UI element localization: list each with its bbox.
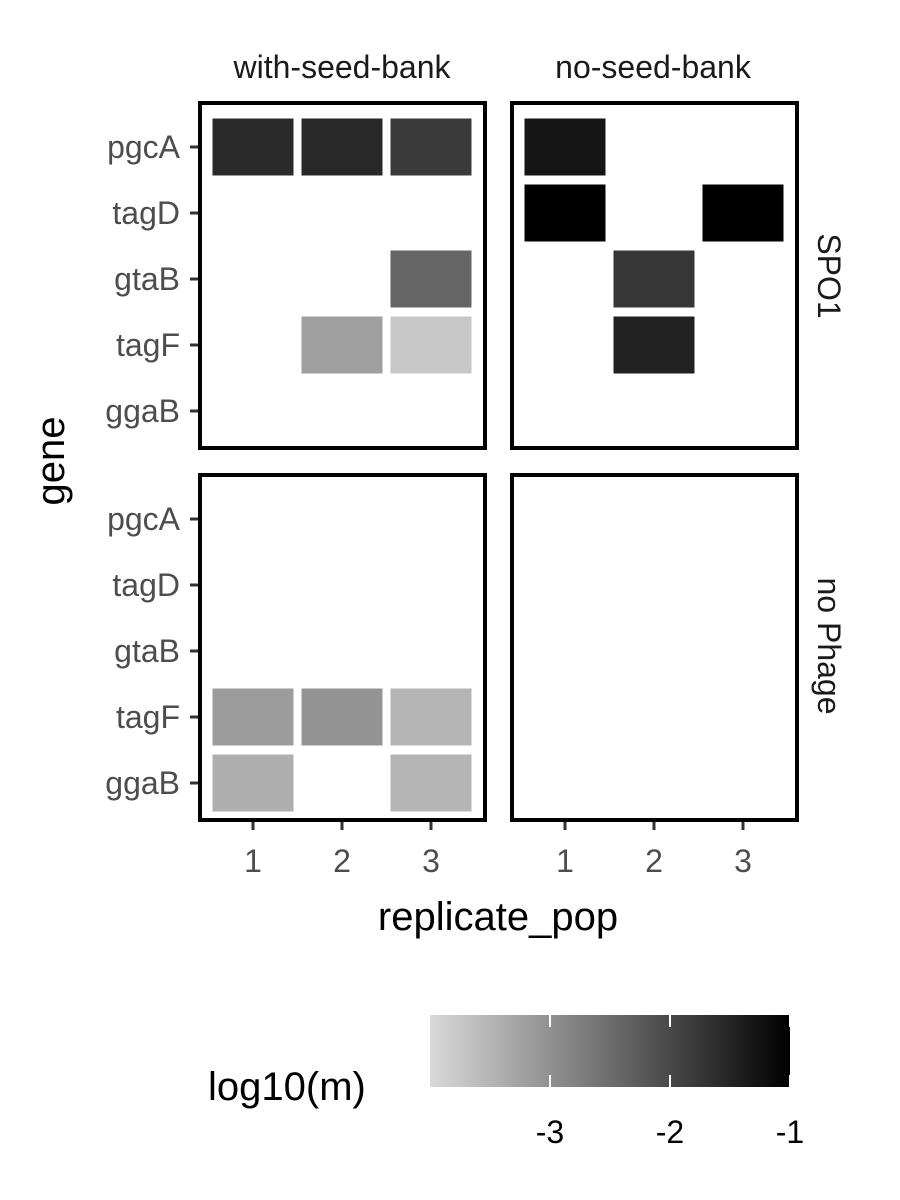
heatmap-cell-ggab-rep1 — [212, 754, 294, 812]
heatmap-cell-tagf-rep3 — [390, 316, 472, 374]
y-tick-label-gtab: gtaB — [114, 633, 180, 669]
panel-border — [198, 473, 487, 822]
y-tick-label-ggab: ggaB — [105, 393, 180, 429]
x-tick-label-with-seed-bank-3: 3 — [422, 843, 440, 879]
heatmap-cell-tagd-rep1 — [524, 184, 606, 242]
heatmap-cell-tagf-rep1 — [212, 688, 294, 746]
panel-with-seed-bank-no-phage — [198, 473, 487, 822]
legend: log10(m) -3 -2 -1 — [208, 1015, 804, 1150]
heatmap-cell-gtab-rep2 — [613, 250, 695, 308]
heatmap-cell-tagf-rep2 — [301, 688, 383, 746]
legend-tick-label: -3 — [536, 1114, 564, 1150]
y-tick-label-pgca: pgcA — [107, 501, 181, 537]
panel-border — [510, 101, 799, 450]
heatmap-cell-tagd-rep3 — [702, 184, 784, 242]
x-tick-label-with-seed-bank-2: 2 — [333, 843, 351, 879]
heatmap-cell-pgca-rep1 — [524, 118, 606, 176]
heatmap-cell-tagf-rep2 — [301, 316, 383, 374]
heatmap-cell-gtab-rep3 — [390, 250, 472, 308]
panel-no-seed-bank-no-phage — [510, 473, 799, 822]
panel-border — [510, 473, 799, 822]
heatmap-cell-tagf-rep3 — [390, 688, 472, 746]
legend-tick-label: -1 — [776, 1114, 804, 1150]
x-axis-title: replicate_pop — [378, 895, 618, 939]
heatmap-cell-pgca-rep3 — [390, 118, 472, 176]
heatmap-cell-pgca-rep2 — [301, 118, 383, 176]
panels-layer: pgcA tagD gtaB tagF ggaB pgcA tagD gtaB tagF ggaB… — [105, 101, 799, 879]
heatmap-cell-pgca-rep1 — [212, 118, 294, 176]
y-tick-label-tagf: tagF — [116, 699, 180, 735]
y-tick-label-gtab: gtaB — [114, 261, 180, 297]
y-tick-label-ggab: ggaB — [105, 765, 180, 801]
y-tick-label-pgca: pgcA — [107, 129, 181, 165]
x-tick-label-no-seed-bank-3: 3 — [734, 843, 752, 879]
legend-title: log10(m) — [208, 1065, 366, 1109]
x-tick-label-no-seed-bank-2: 2 — [645, 843, 663, 879]
heatmap-cell-ggab-rep3 — [390, 754, 472, 812]
facet-strip-no-seed-bank: no-seed-bank — [555, 49, 752, 85]
x-tick-label-with-seed-bank-1: 1 — [244, 843, 262, 879]
panel-background — [512, 475, 797, 820]
legend-colorbar — [430, 1015, 790, 1087]
heatmap-cell-tagf-rep2 — [613, 316, 695, 374]
panel-no-seed-bank-spo1 — [510, 101, 799, 450]
y-axis-title: gene — [29, 417, 73, 506]
y-tick-label-tagd: tagD — [112, 567, 180, 603]
facet-strip-no-phage: no Phage — [811, 577, 847, 714]
legend-ticks: -3 -2 -1 — [536, 1015, 804, 1150]
legend-tick-label: -2 — [656, 1114, 684, 1150]
y-tick-label-tagf: tagF — [116, 327, 180, 363]
x-tick-label-no-seed-bank-1: 1 — [556, 843, 574, 879]
facet-strip-with-seed-bank: with-seed-bank — [233, 49, 452, 85]
panel-with-seed-bank-spo1 — [198, 101, 487, 450]
panel-border — [198, 101, 487, 450]
facet-strip-spo1: SPO1 — [811, 233, 847, 318]
y-tick-label-tagd: tagD — [112, 195, 180, 231]
